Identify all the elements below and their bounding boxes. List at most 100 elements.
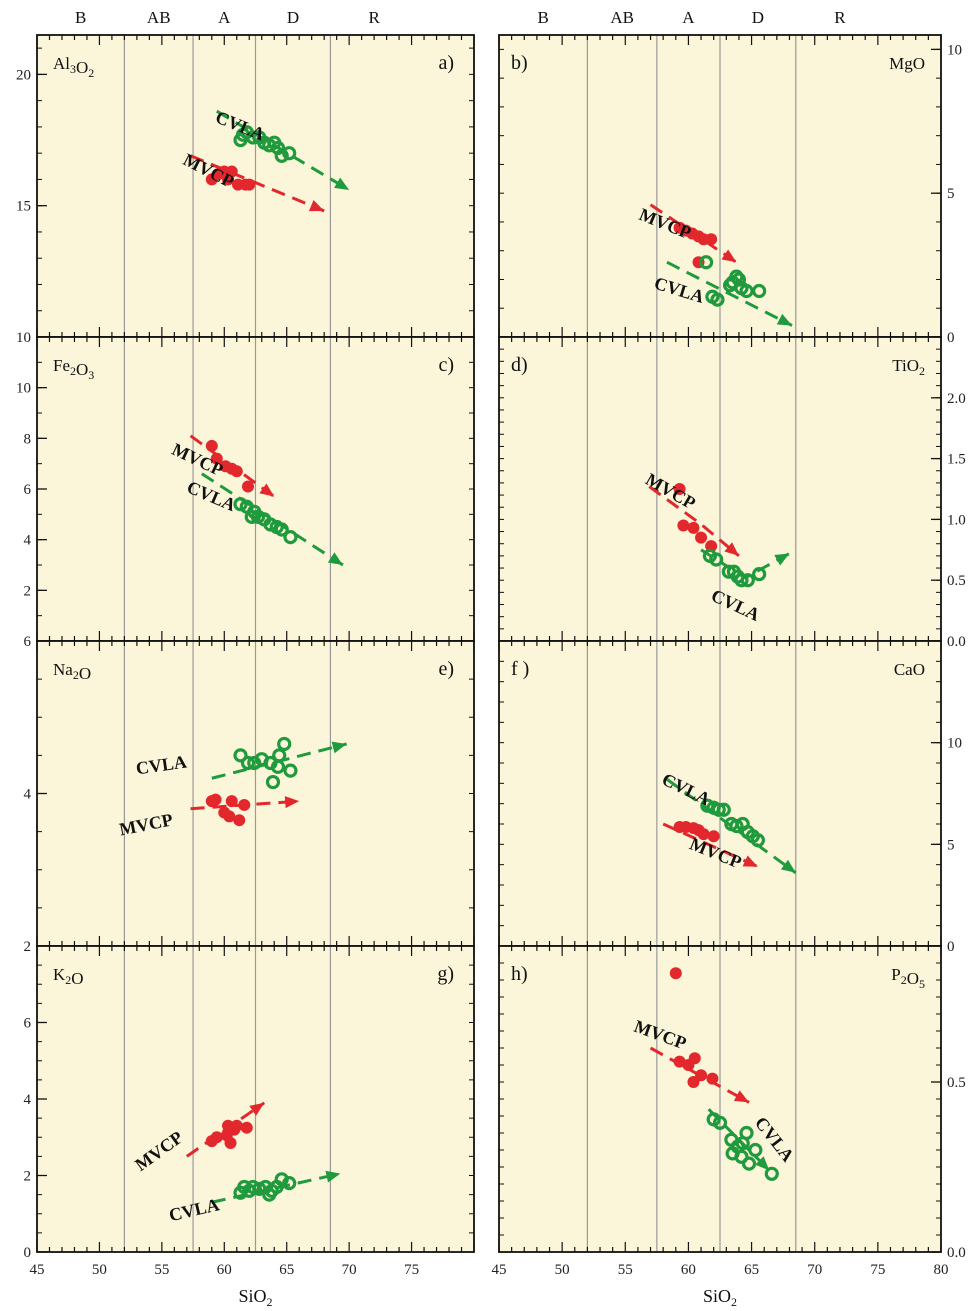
panel-b-zone-label-a: A [682,8,695,27]
panel-h-xtick-label: 80 [934,1262,949,1278]
panel-c-cvla-trend-arrow [327,552,343,565]
panel-d-ytick-label: 0.0 [947,634,966,650]
panel-g-xtick-label: 75 [404,1262,419,1278]
panel-c-mvcp-trend-arrow [259,483,275,497]
panel-h-ytick-label: 0.5 [947,1075,966,1091]
panel-a-cvla-point [274,148,289,163]
panel-g-xtick-label: 65 [279,1262,294,1278]
panel-e-cvla-point [283,763,298,778]
panel-g-xtick-label: 45 [30,1262,45,1278]
panel-h-oxide-label: P2O5 [891,965,925,991]
panel-b-cvla-point [699,255,714,270]
panel-b-mvcp-point [705,233,718,246]
panel-b-cvla-trend-arrow [776,313,792,326]
panel-f-cvla-point [729,818,744,834]
panel-h-mvcp-point [688,1052,701,1065]
panel-g-mvcp-point [210,1131,223,1144]
panel-b-cvla-point [731,272,747,287]
panel-h-xtick-label: 55 [618,1262,633,1278]
panel-h-cvla-point [748,1142,763,1158]
panel-a-mvcp-trend-arrow [308,200,325,212]
panel-f-oxide-label: CaO [894,660,925,679]
panel-e-mvcp-point [209,793,222,806]
panel-e-cvla-point [270,759,286,774]
panel-a-mvcp-point [225,165,238,178]
panel-c-cvla-point [244,509,259,524]
panel-e-mvcp-trend-arrow [284,796,300,809]
panel-d-mvcp-trend-line [648,485,740,558]
panel-f-cvla-point [750,833,765,848]
panel-h-mvcp-point [687,1076,700,1088]
panel-g-oxide-label: K2O [53,965,84,988]
panel-g-cvla-trend-arrow [325,1170,341,1183]
panel-a-zone-label-r: R [368,8,380,27]
panel-h-cvla-point [734,1149,749,1164]
panel-h-mvcp-trend-arrow [733,1090,750,1103]
panel-c-oxide-label: Fe2O3 [53,356,94,382]
panel-g-xtick-label: 60 [217,1262,232,1278]
panel-a-mvcp-point [243,178,256,191]
panel-a-cvla-point [282,146,297,161]
panel-h-xtick-label: 70 [807,1262,822,1278]
panel-f-ytick-label: 5 [947,837,955,853]
panel-g-cvla-point [282,1176,297,1191]
panel-b-zone-label-b: B [538,8,549,27]
panel-h-cvla-trend-arrow [755,1156,770,1171]
panel-h-cvla-point [735,1136,750,1151]
panel-b-cvla-trend-line [666,260,793,327]
panel-a-mvcp-trend-line [190,154,325,213]
panel-b-ytick-label: 5 [947,186,955,202]
panel-h-xtick-label: 75 [870,1262,885,1278]
panel-e-cvla-point [233,748,248,763]
panel-a-oxide-label: Al3O2 [53,54,94,80]
panel-h-letter: h) [511,963,528,985]
panel-b-mvcp-trend-arrow [721,249,737,263]
panel-c-cvla-point [274,522,289,537]
panel-e-mvcp-point [233,814,246,827]
panel-b-ytick-label: 10 [947,42,962,58]
panel-f-mvcp-trend-arrow [742,855,758,867]
panel-b-zone-label-ab: AB [610,8,634,27]
panel-e-mvcp-point [238,798,251,811]
panel-e-letter: e) [438,658,454,680]
panel-e-ytick-label: 6 [24,634,32,650]
panel-c-mvcp-point [242,480,255,493]
panel-h-xtick-label: 60 [681,1262,696,1278]
panel-a-cvla-trend-arrow [334,177,350,190]
panel-g-mvcp-point [230,1119,243,1132]
panel-g-letter: g) [437,963,454,985]
panel-d-mvcp-point [677,519,690,532]
panel-f-ytick-label: 10 [947,736,962,752]
panel-c-ytick-label: 6 [24,482,32,498]
panel-a-zone-label-b: B [75,8,86,27]
panel-g-xtick-label: 55 [154,1262,169,1278]
panel-c-mvcp-point [210,452,223,465]
panel-d-cvla-point [709,552,724,567]
panel-d-cvla-point [740,573,755,588]
panel-g-cvla-point [242,1183,257,1198]
panel-a-zone-label-d: D [287,8,299,27]
panel-h-mvcp-point [669,967,682,980]
panel-g-xtick-label: 70 [342,1262,357,1278]
panel-a-zone-label-a: A [218,8,231,27]
panel-c-cvla-trend-line [200,472,344,567]
panel-a-letter: a) [438,52,454,74]
panel-a-ytick-label: 15 [16,199,31,215]
panel-d-cvla-trend-arrow [774,553,790,566]
panel-f-letter: f ) [511,658,529,680]
panel-h-xtick-label: 45 [492,1262,507,1278]
panel-d-oxide-label: TiO2 [892,356,925,378]
panel-d-ytick-label: 1.0 [947,512,966,528]
panel-e-oxide-label: Na2O [53,660,91,683]
panel-c-ytick-label: 10 [16,381,31,397]
panel-f-cvla-point [700,798,715,813]
panel-a-ytick-label: 20 [16,67,31,83]
panel-d-ytick-label: 2.0 [947,391,966,407]
panel-a-ytick-label: 10 [16,330,31,346]
panel-h-cvla-point [712,1115,728,1130]
panel-a-cvla-point [235,127,251,142]
panel-e-cvla-point [240,755,256,771]
panel-f-cvla-trend-arrow [780,859,796,873]
panel-f-ytick-label: 0 [947,939,955,955]
